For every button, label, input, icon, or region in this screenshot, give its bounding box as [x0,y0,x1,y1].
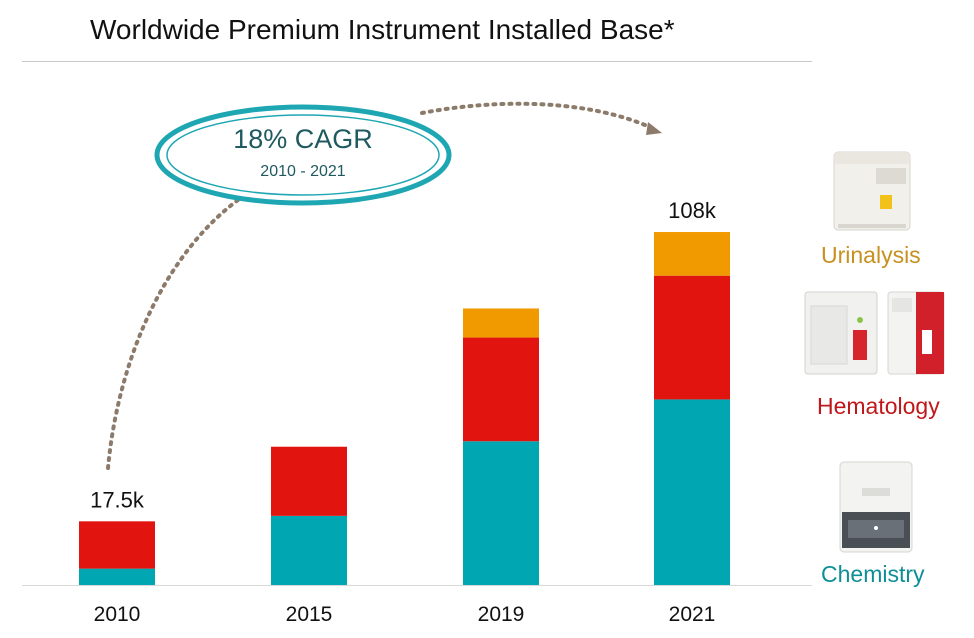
data-label-2010: 17.5k [90,487,145,512]
bar-hematology-2021 [654,275,730,400]
legend-urinalysis: Urinalysis [821,242,921,268]
bar-hematology-2015 [271,446,347,516]
bar-urinalysis-2021 [654,232,730,276]
cagr-ellipse-inner [166,114,440,196]
cagr-arrow-upper [420,101,654,130]
chemistry-analyzer-icon [839,461,913,553]
cagr-headline: 18% CAGR [233,124,373,154]
x-tick-label-2019: 2019 [478,603,525,626]
legend-chemistry: Chemistry [821,561,925,587]
legend-hematology: Hematology [817,393,940,419]
cagr-arrow-lower [106,193,247,470]
cagr-arrowhead-icon [646,122,662,135]
x-tick-label-2021: 2021 [669,603,716,626]
bar-hematology-2019 [463,337,539,442]
x-tick-label-2015: 2015 [286,603,333,626]
cagr-ellipse-outer [154,104,452,206]
chart-title: Worldwide Premium Instrument Installed B… [90,14,675,45]
bar-layer [22,232,812,586]
cagr-period: 2010 - 2021 [260,163,346,180]
label-layer: 2010 17.5k 2015 2019 2021 108k [90,198,717,626]
bar-urinalysis-2019 [463,308,539,338]
urinalysis-analyzer-icon [833,151,911,231]
bar-chemistry-2019 [463,441,539,585]
hematology-analyzer-right-icon [887,291,945,375]
bar-chemistry-2021 [654,399,730,585]
hematology-analyzer-left-icon [804,291,878,375]
bar-hematology-2010 [79,521,155,569]
bar-chemistry-2015 [271,515,347,585]
x-tick-label-2010: 2010 [94,603,141,626]
title-divider [22,61,812,62]
bar-chemistry-2010 [79,568,155,585]
data-label-2021: 108k [668,198,717,223]
